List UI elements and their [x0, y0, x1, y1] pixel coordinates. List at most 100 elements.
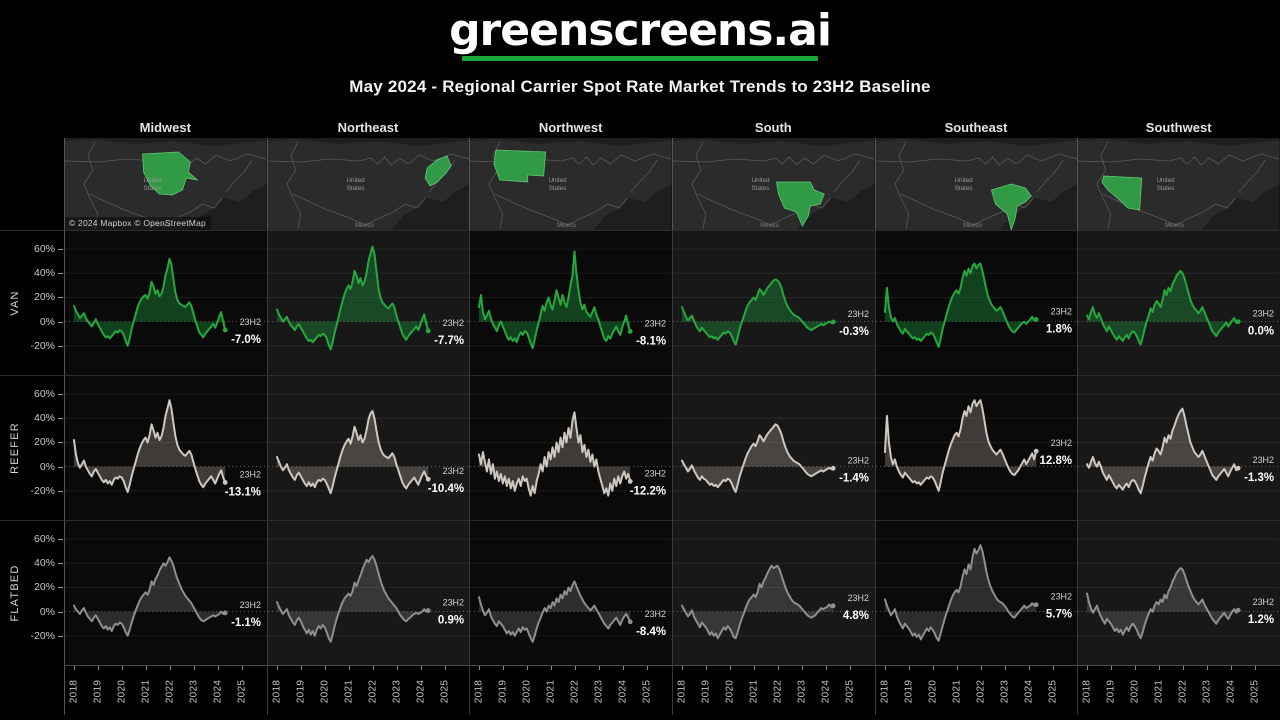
- x-tick-label: 2023: [391, 679, 403, 704]
- map-south[interactable]: United States Mexico: [672, 138, 875, 230]
- chart-reefer-southeast[interactable]: 23H2 12.8%: [874, 375, 1078, 520]
- baseline-tag: 23H2: [1050, 306, 1071, 316]
- baseline-tag: 23H2: [645, 609, 666, 619]
- x-axis-south: 2018 2019 2020 2021 2022 2023 2024 2025: [672, 665, 875, 715]
- x-tick-label: 2020: [927, 679, 939, 704]
- map-southeast[interactable]: United States Mexico: [874, 138, 1078, 230]
- chart-svg-flatbed-midwest: 23H2 -1.1%: [65, 538, 267, 637]
- y-tick-label: 40%: [33, 557, 55, 570]
- y-tick-label: -20%: [30, 339, 55, 352]
- svg-text:Mexico: Mexico: [760, 223, 780, 229]
- x-tick-mark: [802, 666, 803, 670]
- x-tick-mark: [74, 666, 75, 670]
- chart-reefer-southwest[interactable]: 23H2 -1.3%: [1077, 375, 1280, 520]
- x-tick-mark: [551, 666, 553, 670]
- x-tick-mark: [1183, 666, 1185, 670]
- region-highlight-southeast: [990, 183, 1032, 230]
- chart-reefer-northeast[interactable]: 23H2 -10.4%: [266, 375, 470, 520]
- region-highlight-northeast: [424, 155, 452, 187]
- svg-text:United: United: [144, 177, 163, 184]
- x-tick-label: 2021: [1153, 679, 1165, 704]
- map-northeast[interactable]: United States Mexico: [266, 138, 470, 230]
- map-panel-midwest[interactable]: MidwestUnitedStatesMexico© 2024 Mapbox ©…: [64, 118, 267, 230]
- chart-van-south[interactable]: 23H2 -0.3%: [672, 230, 875, 375]
- map-southwest[interactable]: United States Mexico: [1077, 138, 1280, 230]
- x-tick-mark: [300, 666, 302, 670]
- chart-svg-reefer-southeast: 23H2 12.8%: [875, 393, 1078, 492]
- baseline-tag: 23H2: [848, 309, 869, 319]
- x-tick-label: 2024: [1225, 679, 1237, 704]
- region-highlight-south: [775, 181, 825, 227]
- x-tick-mark: [599, 666, 601, 670]
- chart-reefer-south[interactable]: 23H2 -1.4%: [672, 375, 875, 520]
- chart-van-midwest[interactable]: 23H2 -7.0%: [64, 230, 267, 375]
- chart-flatbed-southeast[interactable]: 23H2 5.7%: [874, 520, 1078, 665]
- x-tick-mark: [324, 666, 326, 670]
- x-tick-label: 2022: [772, 679, 784, 704]
- y-tick-mark: [58, 442, 63, 444]
- x-tick-label: 2021: [545, 679, 557, 704]
- chart-van-southwest[interactable]: 23H2 0.0%: [1077, 230, 1280, 375]
- map-panel-northwest[interactable]: Northwest United States Mexico: [469, 118, 672, 230]
- x-tick-label: 2021: [951, 679, 963, 704]
- map-attribution[interactable]: © 2024 Mapbox © OpenStreetMap: [65, 217, 211, 230]
- baseline-tag: 23H2: [442, 318, 463, 328]
- delta-value: 1.8%: [1046, 323, 1072, 335]
- x-tick-mark: [1135, 666, 1137, 670]
- x-tick-label: 2020: [724, 679, 736, 704]
- x-tick-mark: [276, 666, 278, 670]
- x-tick-label: 2018: [473, 679, 485, 704]
- brand-underline: [462, 56, 818, 62]
- delta-value: 4.8%: [843, 610, 869, 622]
- map-panel-south[interactable]: South United States Mexico: [672, 118, 875, 230]
- chart-reefer-northwest[interactable]: 23H2 -12.2%: [469, 375, 672, 520]
- chart-svg-flatbed-south: 23H2 4.8%: [673, 538, 875, 640]
- x-tick-mark: [122, 666, 123, 670]
- x-tick-mark: [1255, 666, 1257, 670]
- x-tick-mark: [826, 666, 827, 670]
- chart-flatbed-midwest[interactable]: 23H2 -1.1%: [64, 520, 267, 665]
- y-tick-mark: [58, 466, 63, 468]
- y-tick-mark: [58, 635, 63, 637]
- y-tick-mark: [58, 611, 63, 613]
- row-label-flatbed: FLATBED: [9, 564, 21, 622]
- chart-van-northwest[interactable]: 23H2 -8.1%: [469, 230, 672, 375]
- map-panel-southwest[interactable]: Southwest United States Mexico: [1077, 118, 1280, 230]
- x-tick-label: 2018: [1081, 679, 1093, 704]
- map-panel-southeast[interactable]: Southeast United States Mexico: [874, 118, 1078, 230]
- maps-gutter: [0, 118, 64, 230]
- chart-reefer-midwest[interactable]: 23H2 -13.1%: [64, 375, 267, 520]
- chart-flatbed-southwest[interactable]: 23H2 1.2%: [1077, 520, 1280, 665]
- chart-van-northeast[interactable]: 23H2 -7.7%: [266, 230, 470, 375]
- map-northwest[interactable]: United States Mexico: [469, 138, 672, 230]
- baseline-tag: 23H2: [645, 468, 666, 478]
- baseline-tag: 23H2: [848, 593, 869, 603]
- chart-flatbed-northwest[interactable]: 23H2 -8.4%: [469, 520, 672, 665]
- delta-value: -0.3%: [839, 326, 869, 338]
- y-tick-mark: [58, 539, 63, 541]
- x-tick-label: 2019: [295, 679, 307, 704]
- x-tick-mark: [1004, 666, 1006, 670]
- y-tick-mark: [58, 345, 63, 347]
- x-tick-label: 2020: [521, 679, 533, 704]
- map-panel-northeast[interactable]: Northeast United States Mexico: [266, 118, 470, 230]
- x-axis-midwest: 2018 2019 2020 2021 2022 2023 2024 2025: [64, 665, 267, 715]
- x-tick-label: 2024: [820, 679, 832, 704]
- svg-text:United: United: [549, 177, 568, 184]
- chart-flatbed-northeast[interactable]: 23H2 0.9%: [266, 520, 470, 665]
- x-tick-mark: [980, 666, 982, 670]
- x-tick-label: 2021: [343, 679, 355, 704]
- map-title: Northeast: [266, 118, 470, 138]
- chart-svg-flatbed-southwest: 23H2 1.2%: [1078, 538, 1280, 640]
- y-tick-label: -20%: [30, 484, 55, 497]
- y-tick-label: 40%: [33, 412, 55, 425]
- x-tick-mark: [730, 666, 731, 670]
- chart-van-southeast[interactable]: 23H2 1.8%: [874, 230, 1078, 375]
- chart-flatbed-south[interactable]: 23H2 4.8%: [672, 520, 875, 665]
